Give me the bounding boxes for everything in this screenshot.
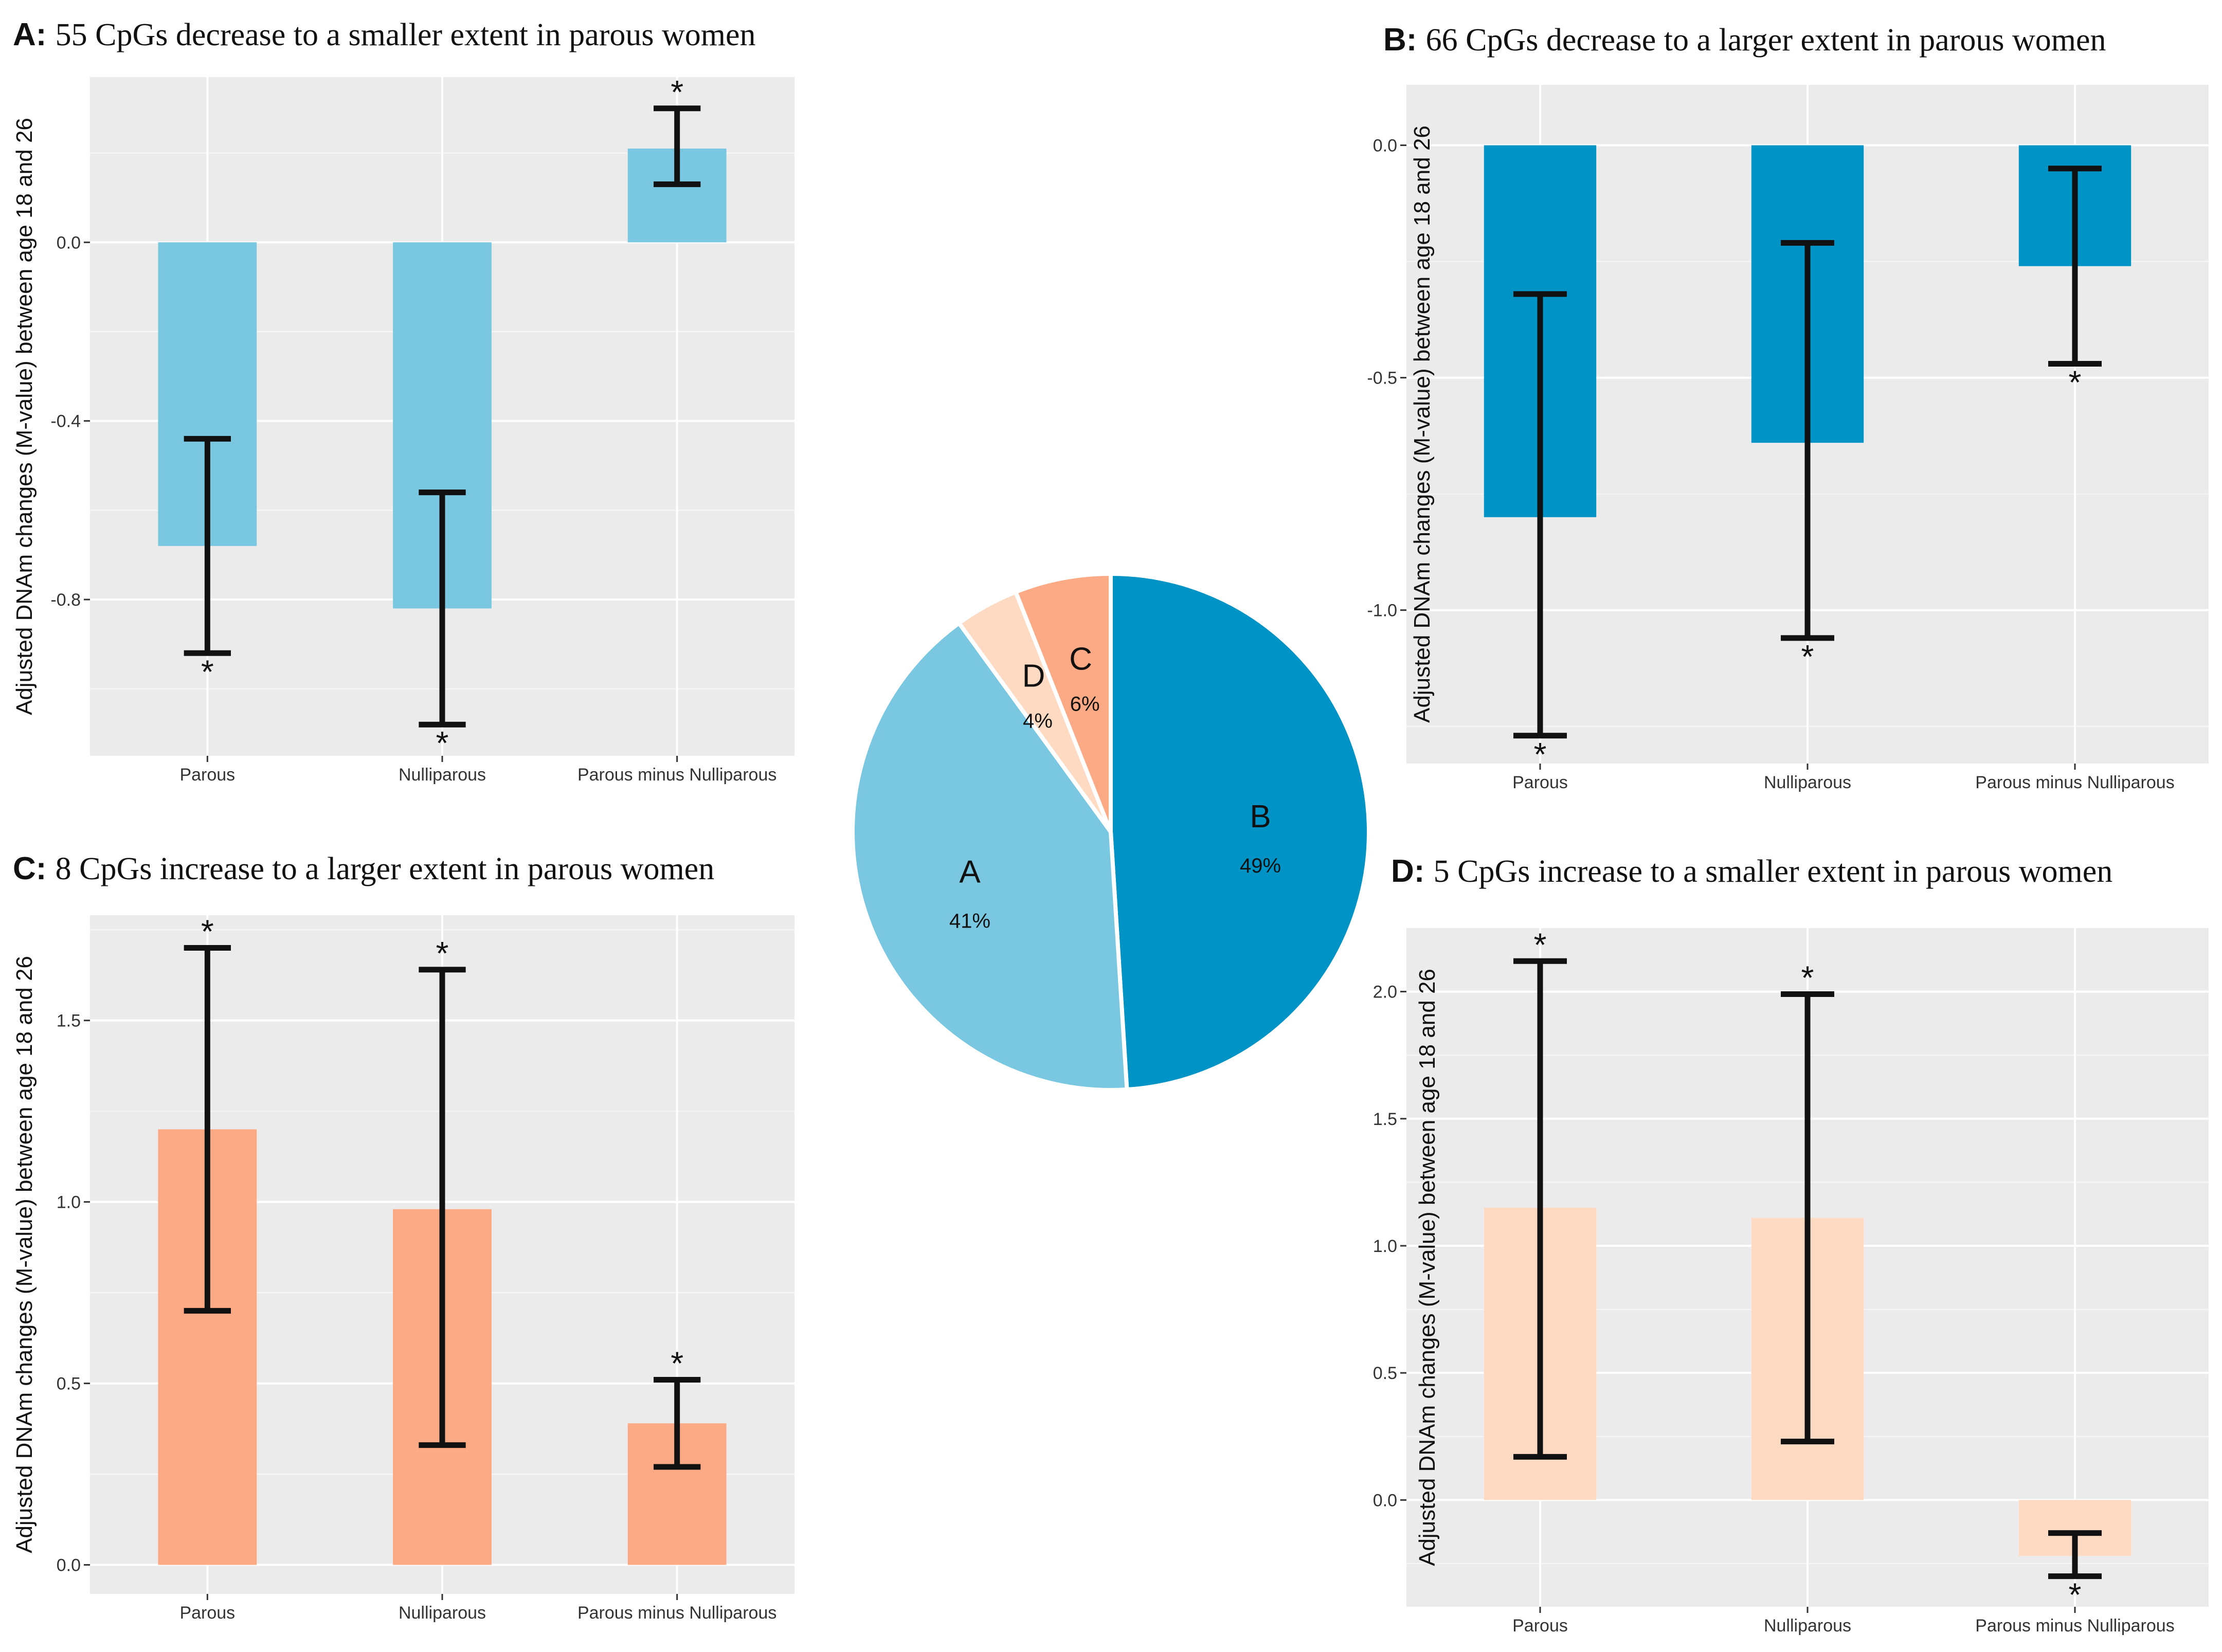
panel-a-significance-star-2: * [436,724,449,761]
panel-b-x-tick-label-2: Nulliparous [1764,773,1851,792]
panel-d-y-axis-label: Adjusted DNAm changes (M-value) between … [1415,969,1440,1566]
panel-b-x-tick-label-3: Parous minus Nulliparous [1975,773,2174,792]
panel-c-x-tick-label-3: Parous minus Nulliparous [577,1603,776,1623]
panel-c-y-tick-label: 1.5 [57,1011,81,1031]
panel-d-x-tick-label-1: Parous [1512,1616,1568,1636]
panel-b-y-axis-label: Adjusted DNAm changes (M-value) between … [1410,125,1435,723]
panel-b-significance-star-2: * [1801,638,1814,675]
panel-b-y-tick-label: -1.0 [1367,601,1397,621]
panel-a-x-tick-label-2: Nulliparous [399,765,486,785]
panel-d-significance-star-1: * [1534,926,1547,963]
panel-d-title-text: 5 CpGs increase to a smaller extent in p… [1434,854,2113,889]
panel-c-title-text: 8 CpGs increase to a larger extent in pa… [56,851,715,886]
panel-c-y-axis-label: Adjusted DNAm changes (M-value) between … [12,956,37,1553]
panel-d: D: 5 CpGs increase to a smaller extent i… [1373,854,2209,1636]
panel-a-title: A: 55 CpGs decrease to a smaller extent … [13,17,756,52]
pie-slice-percent-d: 4% [1023,710,1053,732]
panel-c-y-tick-label: 1.0 [57,1193,81,1212]
pie-slice-label-b: B [1250,799,1271,834]
panel-c-x-tick-label-2: Nulliparous [399,1603,486,1623]
pie-slice-label-a: A [959,855,981,890]
panel-c-y-tick-label: 0.5 [57,1374,81,1394]
panel-c-significance-star-2: * [436,935,449,972]
pie-slice-b [1109,571,1371,1092]
panel-a-y-tick-label: -0.8 [50,590,81,610]
panel-d-y-tick-label: 0.0 [1373,1491,1397,1510]
panel-b-y-tick-label: 0.0 [1373,136,1397,156]
panel-c-title: C: 8 CpGs increase to a larger extent in… [13,851,714,886]
panel-c-significance-star-3: * [671,1345,683,1382]
panel-d-y-tick-label: 0.5 [1373,1364,1397,1383]
panel-b: B: 66 CpGs decrease to a larger extent i… [1367,22,2209,792]
panel-a-significance-star-1: * [201,653,214,690]
pie-slice-a [851,620,1129,1092]
panel-b-title: B: 66 CpGs decrease to a larger extent i… [1383,22,2106,58]
panel-c-significance-star-1: * [201,913,214,950]
panel-c-x-tick-label-1: Parous [179,1603,235,1623]
pie-slice-c [1013,571,1113,833]
panel-a-y-axis-label: Adjusted DNAm changes (M-value) between … [12,118,37,715]
panel-a-x-tick-label-1: Parous [179,765,235,785]
panel-a-y-tick-label: -0.4 [50,412,81,431]
panel-d-x-tick-label-2: Nulliparous [1764,1616,1851,1636]
panel-a-significance-star-3: * [671,74,683,111]
panel-c-y-tick-label: 0.0 [57,1556,81,1575]
panel-a-y-tick-label: 0.0 [57,233,81,252]
panel-d-title: D: 5 CpGs increase to a smaller extent i… [1391,854,2112,889]
pie-slice-percent-c: 6% [1070,693,1100,715]
panel-d-significance-star-2: * [1801,959,1814,996]
panel-a-title-letter: A: [13,17,56,52]
pie-slice-percent-b: 49% [1240,855,1281,877]
panel-b-x-tick-label-1: Parous [1512,773,1568,792]
panel-d-y-tick-label: 1.5 [1373,1110,1397,1129]
pie-slice-label-c: C [1069,641,1092,677]
panel-a-x-tick-label-3: Parous minus Nulliparous [577,765,776,785]
panel-d-y-tick-label: 1.0 [1373,1237,1397,1256]
panel-a-title-text: 55 CpGs decrease to a smaller extent in … [56,17,756,52]
panel-b-title-text: 66 CpGs decrease to a larger extent in p… [1426,23,2106,58]
pie-slice-label-d: D [1022,658,1045,694]
panel-d-x-tick-label-3: Parous minus Nulliparous [1975,1616,2174,1636]
panel-d-y-tick-label: 2.0 [1373,983,1397,1002]
panel-b-y-tick-label: -0.5 [1367,369,1397,388]
panel-b-title-letter: B: [1383,22,1426,58]
panel-a: A: 55 CpGs decrease to a smaller extent … [12,17,794,785]
panel-c: C: 8 CpGs increase to a larger extent in… [12,851,794,1623]
panel-d-title-letter: D: [1391,854,1434,889]
pie-slice-percent-a: 41% [949,910,990,933]
pie-chart: B 49% A 41% D 4% C 6% [851,571,1371,1092]
panel-b-significance-star-3: * [2069,364,2082,401]
panel-c-title-letter: C: [13,851,56,886]
